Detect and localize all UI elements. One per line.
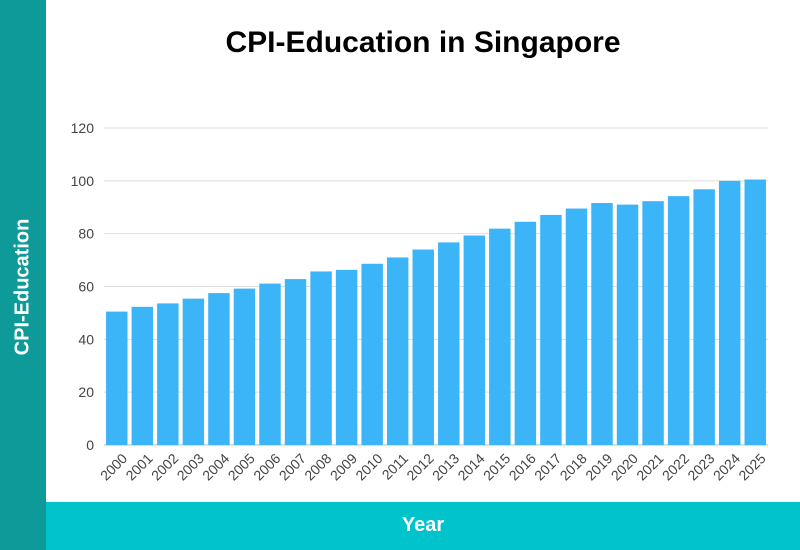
bar-2008 [310,271,332,445]
bar-2021 [642,201,664,445]
bar-2002 [157,303,179,445]
y-tick-label: 0 [86,437,94,453]
bar-2022 [667,196,690,445]
x-tick-label: 2016 [506,450,539,483]
bar-2003 [182,298,205,445]
x-axis-label: Year [401,514,445,536]
bar-2024 [718,180,741,446]
bar-2016 [514,221,537,445]
bar-2025 [744,179,766,445]
x-tick-label: 2010 [352,450,385,483]
x-tick-label: 2013 [429,450,462,483]
bar-2007 [284,279,307,445]
bar-2011 [386,257,409,445]
bar-2015 [489,228,511,445]
x-tick-label: 2019 [582,450,615,483]
x-tick-label: 2007 [276,450,309,483]
y-tick-label: 60 [78,279,94,295]
bar-2000 [106,311,128,445]
x-tick-label: 2004 [199,450,232,483]
x-tick-label: 2020 [608,450,641,483]
chart-title: CPI-Education in Singapore [225,26,621,59]
x-tick-label: 2024 [710,450,743,483]
y-tick-label: 80 [78,226,94,242]
bar-2009 [335,269,358,445]
x-tick-label: 2002 [148,450,181,483]
bar-2018 [565,208,588,445]
x-tick-label: 2015 [480,450,513,483]
bar-2006 [259,283,281,445]
y-tick-label: 100 [71,173,95,189]
bar-2017 [540,214,562,445]
bar-2010 [361,263,383,445]
x-axis-ticks: 2000200120022003200420052006200720082009… [97,450,769,483]
x-tick-label: 2023 [684,450,717,483]
y-tick-label: 40 [78,331,94,347]
x-tick-label: 2011 [379,450,412,483]
y-tick-label: 120 [71,120,95,136]
bar-chart: 0 20 40 60 80 100 120 200020012002200320042005… [71,120,769,484]
bar-2004 [208,293,230,445]
x-tick-label: 2009 [327,450,360,483]
y-tick-label: 20 [78,384,94,400]
x-tick-label: 2018 [557,450,590,483]
bar-2001 [131,306,154,445]
x-tick-label: 2014 [454,450,487,483]
x-tick-label: 2025 [735,450,768,483]
y-axis-ticks: 0 20 40 60 80 100 120 [71,120,95,453]
bars [106,179,766,446]
bar-2014 [463,235,486,445]
x-tick-label: 2005 [225,450,258,483]
x-tick-label: 2017 [531,450,564,483]
x-tick-label: 2022 [659,450,692,483]
x-tick-label: 2000 [97,450,130,483]
x-axis-label-band: Year [46,502,800,550]
x-tick-label: 2012 [403,450,436,483]
bar-2012 [412,249,434,445]
x-tick-label: 2003 [174,450,207,483]
bar-2019 [591,203,613,445]
bar-2013 [438,242,460,445]
bar-2020 [616,204,639,445]
x-tick-label: 2008 [301,450,334,483]
y-axis-label-band: CPI-Education [0,0,46,550]
bar-2005 [233,288,256,445]
x-tick-label: 2021 [633,450,666,483]
x-tick-label: 2001 [122,450,155,483]
x-tick-label: 2006 [250,450,283,483]
bar-2023 [693,189,715,445]
